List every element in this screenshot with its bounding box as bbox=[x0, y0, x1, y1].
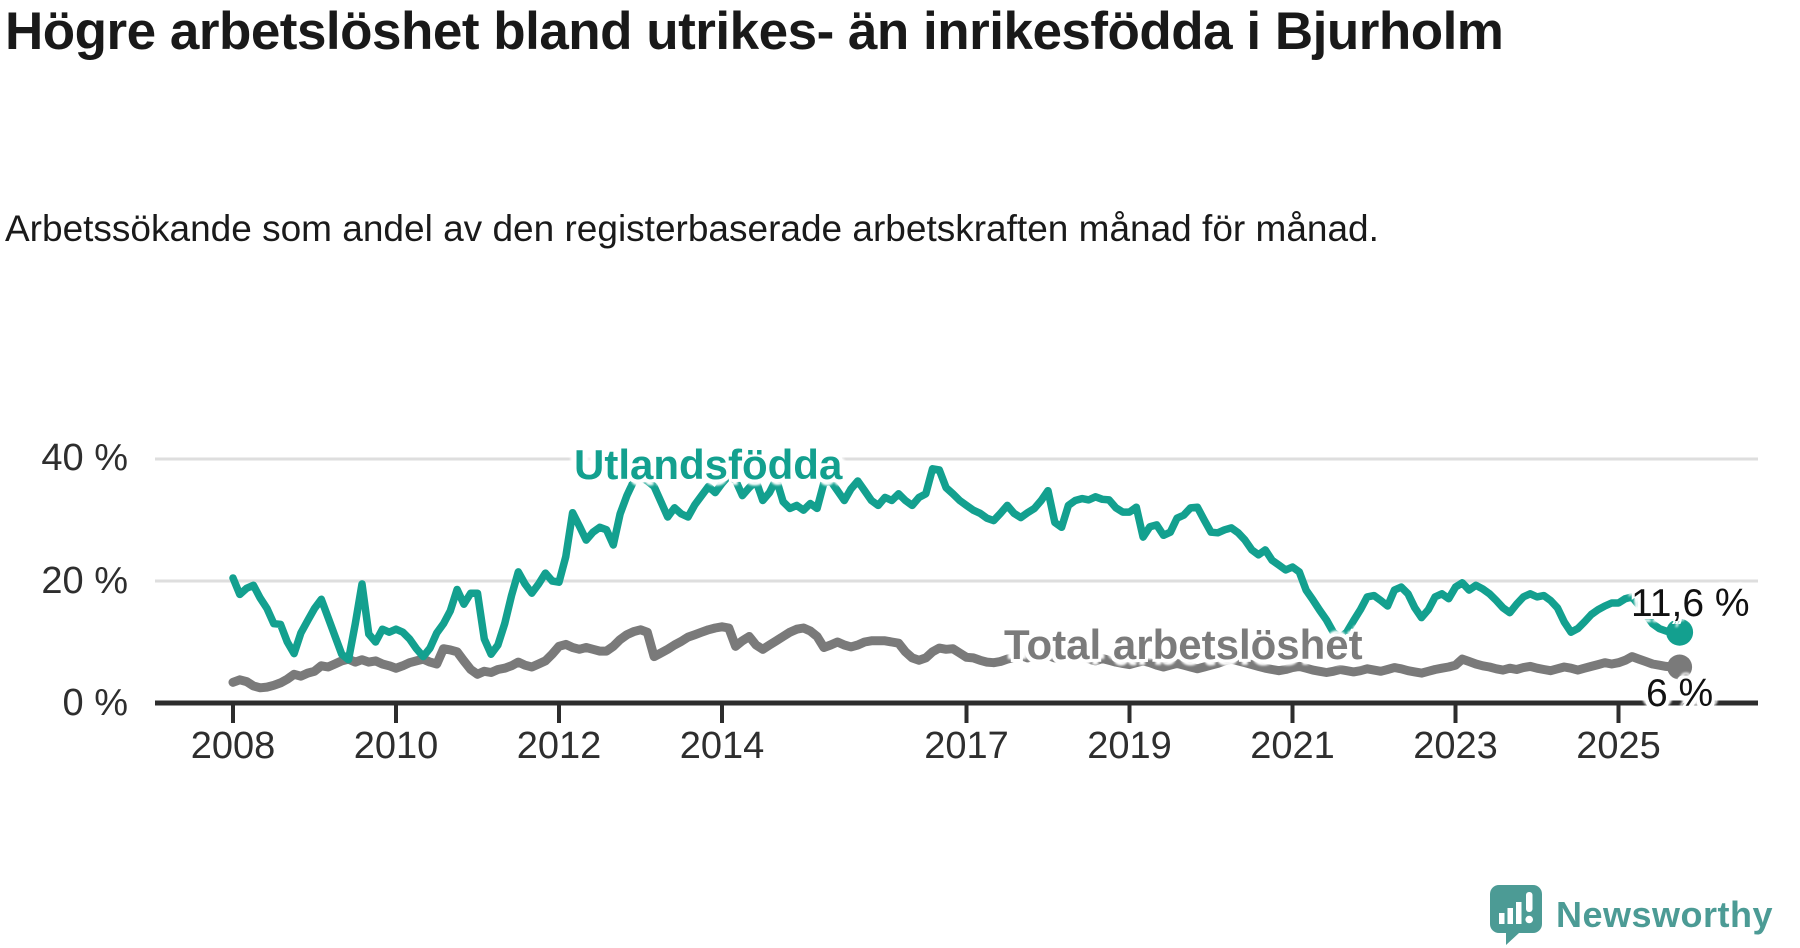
series-label-total-arbetsloshet: Total arbetslöshet bbox=[1004, 621, 1363, 668]
x-axis-label-2023: 2023 bbox=[1413, 725, 1498, 767]
newsworthy-logo-text: Newsworthy bbox=[1556, 893, 1774, 935]
chart-subtitle: Arbetssökande som andel av den registerb… bbox=[5, 208, 1379, 249]
end-value-label-total: 6 % bbox=[1646, 672, 1714, 715]
y-axis-label-0: 0 % bbox=[62, 682, 128, 724]
x-axis-label-2019: 2019 bbox=[1087, 725, 1172, 767]
x-axis-label-2012: 2012 bbox=[516, 725, 602, 767]
y-axis-label-40: 40 % bbox=[41, 437, 128, 479]
x-axis-label-2021: 2021 bbox=[1250, 725, 1335, 767]
end-value-label-utlandsfodda: 11,6 % bbox=[1631, 582, 1750, 625]
y-axis-label-20: 20 % bbox=[41, 560, 128, 602]
line-utlandsfodda bbox=[229, 465, 1684, 664]
x-axis-label-2025: 2025 bbox=[1576, 725, 1661, 767]
end-dot-utlandsfodda bbox=[1666, 618, 1694, 646]
line-total-arbetsloshet bbox=[228, 622, 1685, 693]
series-label-utlandsfodda: Utlandsfödda bbox=[574, 441, 843, 488]
x-axis-label-2014: 2014 bbox=[679, 725, 765, 767]
x-axis-label-2017: 2017 bbox=[924, 725, 1009, 767]
page-title: Högre arbetslöshet bland utrikes- än inr… bbox=[5, 2, 1504, 61]
end-dot-total-arbetsloshet bbox=[1667, 654, 1693, 680]
x-axis-label-2008: 2008 bbox=[190, 725, 276, 767]
x-axis-label-2010: 2010 bbox=[353, 725, 439, 767]
newsworthy-speech-bubble-chart-icon bbox=[1489, 884, 1543, 945]
newsworthy-logo[interactable]: Newsworthy bbox=[1489, 884, 1773, 945]
